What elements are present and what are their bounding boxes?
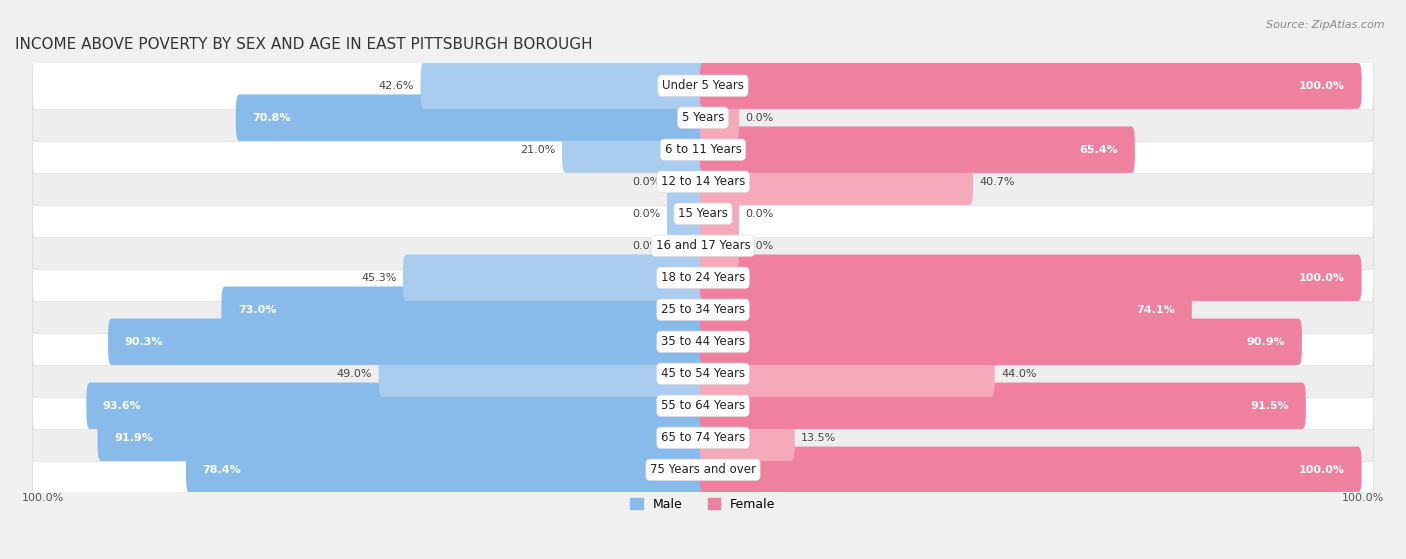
Text: 44.0%: 44.0% xyxy=(1001,369,1036,379)
Text: 90.9%: 90.9% xyxy=(1247,337,1285,347)
Text: 100.0%: 100.0% xyxy=(21,493,63,503)
Text: 74.1%: 74.1% xyxy=(1136,305,1175,315)
FancyBboxPatch shape xyxy=(700,415,794,461)
FancyBboxPatch shape xyxy=(700,191,740,237)
FancyBboxPatch shape xyxy=(32,350,1374,398)
Text: 40.7%: 40.7% xyxy=(980,177,1015,187)
Text: 5 Years: 5 Years xyxy=(682,111,724,124)
FancyBboxPatch shape xyxy=(404,254,706,301)
Text: 21.0%: 21.0% xyxy=(520,145,555,155)
Text: 70.8%: 70.8% xyxy=(252,113,291,122)
Text: 55 to 64 Years: 55 to 64 Years xyxy=(661,399,745,412)
Text: 0.0%: 0.0% xyxy=(745,113,773,122)
FancyBboxPatch shape xyxy=(236,94,706,141)
FancyBboxPatch shape xyxy=(700,126,1135,173)
FancyBboxPatch shape xyxy=(700,447,1361,493)
Text: 0.0%: 0.0% xyxy=(745,209,773,219)
Text: 75 Years and over: 75 Years and over xyxy=(650,463,756,476)
FancyBboxPatch shape xyxy=(700,254,1361,301)
Text: 18 to 24 Years: 18 to 24 Years xyxy=(661,271,745,284)
FancyBboxPatch shape xyxy=(666,222,706,269)
FancyBboxPatch shape xyxy=(700,94,740,141)
FancyBboxPatch shape xyxy=(32,222,1374,269)
Text: 100.0%: 100.0% xyxy=(1299,273,1346,283)
Text: 13.5%: 13.5% xyxy=(801,433,837,443)
Text: 91.5%: 91.5% xyxy=(1251,401,1289,411)
Text: 49.0%: 49.0% xyxy=(336,369,373,379)
FancyBboxPatch shape xyxy=(186,447,706,493)
Text: 0.0%: 0.0% xyxy=(745,241,773,250)
Text: 0.0%: 0.0% xyxy=(633,177,661,187)
FancyBboxPatch shape xyxy=(32,382,1374,430)
FancyBboxPatch shape xyxy=(32,61,1374,110)
Text: 15 Years: 15 Years xyxy=(678,207,728,220)
Legend: Male, Female: Male, Female xyxy=(626,493,780,516)
Text: 93.6%: 93.6% xyxy=(103,401,142,411)
FancyBboxPatch shape xyxy=(666,158,706,205)
FancyBboxPatch shape xyxy=(562,126,706,173)
Text: 73.0%: 73.0% xyxy=(238,305,276,315)
Text: Under 5 Years: Under 5 Years xyxy=(662,79,744,92)
FancyBboxPatch shape xyxy=(32,318,1374,366)
Text: 16 and 17 Years: 16 and 17 Years xyxy=(655,239,751,252)
FancyBboxPatch shape xyxy=(666,191,706,237)
FancyBboxPatch shape xyxy=(97,415,706,461)
FancyBboxPatch shape xyxy=(32,446,1374,494)
FancyBboxPatch shape xyxy=(32,414,1374,462)
FancyBboxPatch shape xyxy=(700,350,994,397)
Text: 100.0%: 100.0% xyxy=(1299,80,1346,91)
FancyBboxPatch shape xyxy=(32,286,1374,334)
Text: 65 to 74 Years: 65 to 74 Years xyxy=(661,431,745,444)
Text: 45 to 54 Years: 45 to 54 Years xyxy=(661,367,745,380)
FancyBboxPatch shape xyxy=(700,222,740,269)
FancyBboxPatch shape xyxy=(700,158,973,205)
FancyBboxPatch shape xyxy=(32,158,1374,206)
Text: INCOME ABOVE POVERTY BY SEX AND AGE IN EAST PITTSBURGH BOROUGH: INCOME ABOVE POVERTY BY SEX AND AGE IN E… xyxy=(15,37,592,53)
Text: 0.0%: 0.0% xyxy=(633,241,661,250)
FancyBboxPatch shape xyxy=(700,287,1192,333)
FancyBboxPatch shape xyxy=(108,319,706,365)
FancyBboxPatch shape xyxy=(700,319,1302,365)
Text: 6 to 11 Years: 6 to 11 Years xyxy=(665,143,741,156)
FancyBboxPatch shape xyxy=(221,287,706,333)
FancyBboxPatch shape xyxy=(700,382,1306,429)
Text: 90.3%: 90.3% xyxy=(124,337,163,347)
Text: 25 to 34 Years: 25 to 34 Years xyxy=(661,303,745,316)
Text: 91.9%: 91.9% xyxy=(114,433,153,443)
FancyBboxPatch shape xyxy=(420,63,706,109)
Text: 12 to 14 Years: 12 to 14 Years xyxy=(661,175,745,188)
FancyBboxPatch shape xyxy=(86,382,706,429)
FancyBboxPatch shape xyxy=(32,190,1374,238)
Text: 78.4%: 78.4% xyxy=(202,465,242,475)
Text: 42.6%: 42.6% xyxy=(378,80,413,91)
Text: 100.0%: 100.0% xyxy=(1343,493,1385,503)
FancyBboxPatch shape xyxy=(378,350,706,397)
FancyBboxPatch shape xyxy=(700,63,1361,109)
Text: 35 to 44 Years: 35 to 44 Years xyxy=(661,335,745,348)
FancyBboxPatch shape xyxy=(32,254,1374,302)
Text: 45.3%: 45.3% xyxy=(361,273,396,283)
FancyBboxPatch shape xyxy=(32,94,1374,141)
Text: Source: ZipAtlas.com: Source: ZipAtlas.com xyxy=(1267,20,1385,30)
FancyBboxPatch shape xyxy=(32,126,1374,174)
Text: 0.0%: 0.0% xyxy=(633,209,661,219)
Text: 65.4%: 65.4% xyxy=(1080,145,1118,155)
Text: 100.0%: 100.0% xyxy=(1299,465,1346,475)
